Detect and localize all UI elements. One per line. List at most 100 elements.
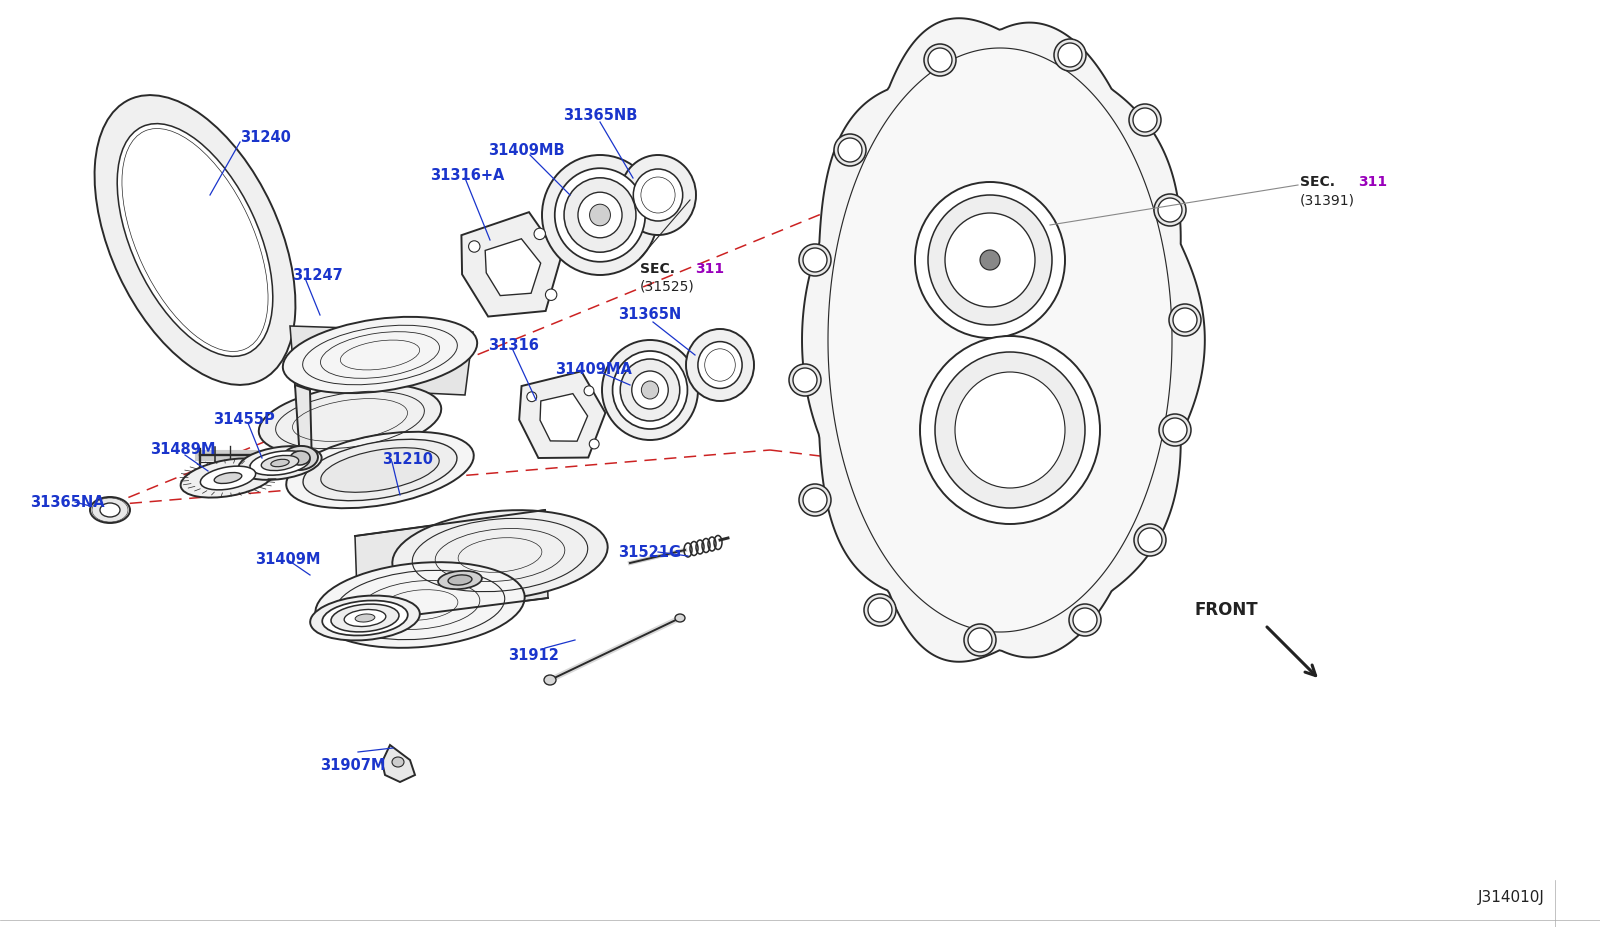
Ellipse shape	[928, 195, 1053, 325]
Text: 31210: 31210	[382, 452, 434, 467]
Ellipse shape	[584, 386, 594, 396]
Ellipse shape	[322, 601, 408, 636]
Text: 31316: 31316	[488, 338, 539, 353]
Ellipse shape	[1130, 104, 1162, 136]
Ellipse shape	[469, 241, 480, 252]
Ellipse shape	[798, 244, 830, 276]
Ellipse shape	[794, 368, 818, 392]
Ellipse shape	[1054, 39, 1086, 71]
Ellipse shape	[355, 614, 374, 622]
Ellipse shape	[302, 439, 458, 501]
Ellipse shape	[613, 351, 688, 429]
Polygon shape	[294, 385, 312, 467]
Ellipse shape	[834, 134, 866, 166]
Ellipse shape	[1074, 608, 1098, 632]
Text: 311: 311	[694, 262, 725, 276]
Ellipse shape	[934, 352, 1085, 508]
Ellipse shape	[968, 628, 992, 652]
Polygon shape	[829, 48, 1171, 632]
Ellipse shape	[238, 446, 322, 480]
Ellipse shape	[946, 213, 1035, 307]
Ellipse shape	[925, 44, 957, 76]
Ellipse shape	[578, 192, 622, 238]
Text: 311: 311	[1358, 175, 1387, 189]
Text: 31316+A: 31316+A	[430, 168, 504, 183]
Ellipse shape	[979, 250, 1000, 270]
Ellipse shape	[1058, 43, 1082, 67]
Ellipse shape	[200, 466, 256, 489]
Ellipse shape	[94, 95, 296, 385]
Ellipse shape	[632, 371, 669, 409]
Ellipse shape	[438, 571, 482, 590]
Text: J314010J: J314010J	[1478, 890, 1546, 905]
Polygon shape	[461, 212, 562, 316]
Ellipse shape	[261, 455, 299, 471]
Ellipse shape	[621, 155, 696, 235]
Ellipse shape	[310, 595, 419, 641]
Ellipse shape	[963, 624, 995, 656]
Text: 31247: 31247	[291, 268, 342, 283]
Ellipse shape	[546, 289, 557, 300]
Text: (31391): (31391)	[1299, 193, 1355, 207]
Ellipse shape	[1158, 414, 1190, 446]
Ellipse shape	[864, 594, 896, 626]
Ellipse shape	[344, 609, 386, 627]
Ellipse shape	[803, 488, 827, 512]
Ellipse shape	[686, 329, 754, 401]
Ellipse shape	[955, 372, 1066, 488]
Ellipse shape	[602, 340, 698, 440]
Ellipse shape	[1158, 198, 1182, 222]
Ellipse shape	[117, 123, 272, 356]
Ellipse shape	[250, 451, 310, 476]
Ellipse shape	[1163, 418, 1187, 442]
Text: 31409MB: 31409MB	[488, 143, 565, 158]
Ellipse shape	[642, 381, 659, 399]
Ellipse shape	[90, 497, 130, 523]
Ellipse shape	[621, 359, 680, 421]
Text: 31365NB: 31365NB	[563, 108, 637, 123]
Ellipse shape	[1069, 604, 1101, 636]
Ellipse shape	[534, 228, 546, 239]
Ellipse shape	[920, 336, 1101, 524]
Ellipse shape	[259, 384, 442, 456]
Ellipse shape	[542, 155, 658, 275]
Ellipse shape	[290, 451, 310, 465]
Ellipse shape	[915, 182, 1066, 338]
Polygon shape	[485, 239, 541, 296]
Text: 31455P: 31455P	[213, 412, 275, 427]
Ellipse shape	[99, 503, 120, 517]
Ellipse shape	[789, 364, 821, 396]
Ellipse shape	[675, 614, 685, 622]
Ellipse shape	[1173, 308, 1197, 332]
Ellipse shape	[181, 459, 275, 498]
Polygon shape	[802, 19, 1205, 662]
Ellipse shape	[392, 510, 608, 600]
Polygon shape	[355, 510, 547, 622]
Ellipse shape	[798, 484, 830, 516]
Text: 31912: 31912	[509, 648, 558, 663]
Ellipse shape	[555, 168, 645, 261]
Text: 31365NA: 31365NA	[30, 495, 104, 510]
Text: 31409M: 31409M	[254, 552, 320, 567]
Ellipse shape	[634, 169, 683, 221]
Ellipse shape	[1138, 528, 1162, 552]
Polygon shape	[382, 745, 414, 782]
Ellipse shape	[270, 459, 290, 466]
Ellipse shape	[331, 604, 398, 632]
Ellipse shape	[838, 138, 862, 162]
Ellipse shape	[565, 178, 635, 252]
Text: SEC.: SEC.	[1299, 175, 1334, 189]
Ellipse shape	[1170, 304, 1202, 336]
Polygon shape	[518, 372, 605, 458]
Ellipse shape	[526, 392, 536, 401]
Ellipse shape	[322, 448, 438, 492]
Text: (31525): (31525)	[640, 280, 694, 294]
Ellipse shape	[1133, 108, 1157, 132]
Ellipse shape	[928, 48, 952, 72]
Ellipse shape	[544, 675, 557, 685]
Polygon shape	[541, 394, 587, 441]
Ellipse shape	[283, 317, 477, 393]
Ellipse shape	[392, 757, 403, 767]
Ellipse shape	[286, 432, 474, 508]
Text: FRONT: FRONT	[1195, 601, 1259, 619]
